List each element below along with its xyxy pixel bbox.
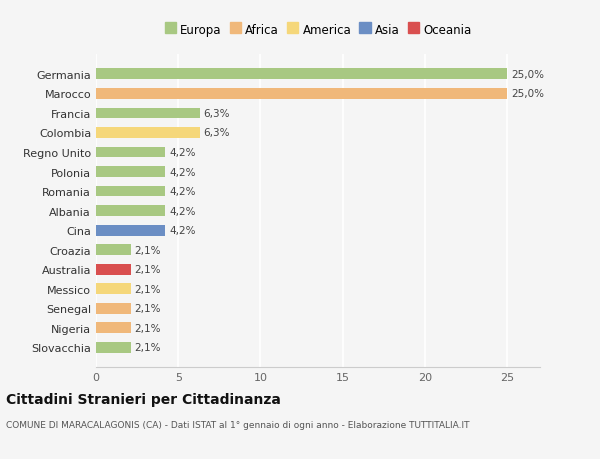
Text: 6,3%: 6,3% — [204, 128, 230, 138]
Text: 2,1%: 2,1% — [134, 323, 161, 333]
Bar — [96, 89, 507, 100]
Text: 4,2%: 4,2% — [169, 187, 196, 196]
Text: COMUNE DI MARACALAGONIS (CA) - Dati ISTAT al 1° gennaio di ogni anno - Elaborazi: COMUNE DI MARACALAGONIS (CA) - Dati ISTA… — [6, 420, 470, 429]
Bar — [96, 245, 131, 256]
Bar — [96, 206, 165, 217]
Text: 2,1%: 2,1% — [134, 245, 161, 255]
Bar — [96, 323, 131, 334]
Bar — [96, 264, 131, 275]
Bar — [96, 128, 200, 139]
Bar — [96, 225, 165, 236]
Bar — [96, 303, 131, 314]
Legend: Europa, Africa, America, Asia, Oceania: Europa, Africa, America, Asia, Oceania — [164, 23, 472, 36]
Bar — [96, 69, 507, 80]
Bar — [96, 147, 165, 158]
Text: 4,2%: 4,2% — [169, 226, 196, 235]
Bar — [96, 342, 131, 353]
Bar — [96, 167, 165, 178]
Bar — [96, 186, 165, 197]
Bar — [96, 284, 131, 295]
Text: 2,1%: 2,1% — [134, 343, 161, 353]
Text: 6,3%: 6,3% — [204, 109, 230, 118]
Text: 4,2%: 4,2% — [169, 206, 196, 216]
Text: 4,2%: 4,2% — [169, 167, 196, 177]
Bar — [96, 108, 200, 119]
Text: 4,2%: 4,2% — [169, 148, 196, 157]
Text: Cittadini Stranieri per Cittadinanza: Cittadini Stranieri per Cittadinanza — [6, 392, 281, 406]
Text: 2,1%: 2,1% — [134, 284, 161, 294]
Text: 25,0%: 25,0% — [511, 70, 544, 79]
Text: 2,1%: 2,1% — [134, 304, 161, 313]
Text: 2,1%: 2,1% — [134, 265, 161, 274]
Text: 25,0%: 25,0% — [511, 89, 544, 99]
